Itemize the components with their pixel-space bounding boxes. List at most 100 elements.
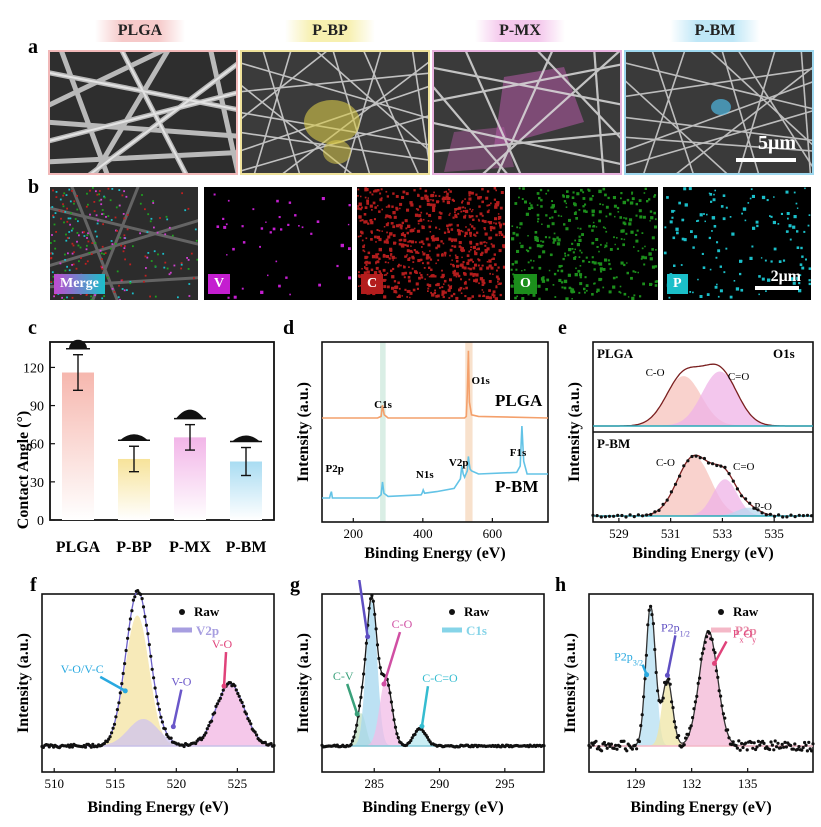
plot-frame	[49, 341, 275, 521]
element-dot	[455, 296, 459, 300]
element-dot	[96, 222, 99, 225]
element-dot	[521, 297, 525, 300]
element-dot	[539, 244, 543, 248]
raw-data-point	[780, 742, 784, 746]
element-dot	[52, 189, 54, 192]
element-dot	[413, 227, 416, 230]
raw-data-point	[157, 707, 161, 712]
element-dot	[549, 217, 551, 220]
element-dot	[399, 202, 403, 206]
element-dot	[460, 292, 463, 294]
element-dot	[689, 291, 692, 293]
element-dot	[375, 255, 379, 259]
element-dot	[477, 196, 481, 200]
raw-data-point	[123, 662, 127, 666]
element-dot	[799, 274, 802, 277]
element-dot	[678, 201, 681, 205]
raw-data-point	[754, 747, 758, 752]
element-dot	[51, 206, 54, 208]
element-dot	[709, 268, 712, 271]
raw-data-point	[785, 515, 789, 519]
element-dot	[448, 214, 451, 216]
element-dot	[644, 187, 647, 190]
element-dot	[455, 276, 458, 278]
element-dot	[447, 284, 450, 287]
raw-data-point	[745, 748, 749, 752]
element-dot	[404, 288, 407, 291]
element-dot	[613, 236, 615, 239]
element-dot	[593, 261, 597, 265]
element-dot	[447, 288, 451, 292]
element-dot	[604, 246, 606, 249]
element-dot	[468, 194, 471, 197]
element-dot	[363, 250, 366, 253]
element-dot	[582, 205, 585, 208]
element-dot	[71, 252, 74, 255]
raw-data-point	[710, 637, 714, 642]
element-dot	[436, 200, 439, 204]
element-dot	[449, 212, 451, 215]
raw-data-point	[253, 730, 257, 734]
element-dot	[379, 198, 383, 202]
raw-data-point	[791, 747, 795, 751]
element-dot	[186, 257, 188, 259]
element-dot	[364, 267, 366, 269]
element-dot	[420, 274, 423, 277]
element-dot	[363, 271, 367, 275]
x-tick-label: 200	[344, 526, 364, 541]
element-dot	[653, 195, 656, 198]
element-dot	[69, 200, 72, 203]
element-dot	[654, 225, 657, 229]
element-dot	[390, 253, 393, 256]
element-dot	[552, 241, 555, 244]
element-dot	[289, 293, 291, 296]
element-dot	[374, 206, 377, 209]
element-dot	[402, 243, 405, 246]
element-dot	[515, 233, 519, 237]
element-dot	[121, 288, 124, 290]
element-dot	[467, 267, 470, 270]
element-dot	[512, 231, 516, 235]
element-dot	[604, 193, 607, 197]
element-dot	[607, 259, 610, 262]
element-dot	[598, 210, 602, 214]
raw-data-point	[630, 747, 634, 751]
element-dot	[542, 276, 545, 279]
element-dot	[450, 239, 454, 243]
element-dot	[742, 207, 747, 211]
element-dot	[432, 206, 436, 210]
element-dot	[529, 202, 531, 205]
peak-label: C-O	[646, 367, 665, 379]
element-dot	[627, 296, 630, 298]
element-dot	[464, 235, 467, 238]
element-dot	[475, 242, 479, 246]
element-dot	[101, 245, 104, 248]
element-dot	[436, 237, 439, 240]
element-dot	[576, 243, 580, 247]
element-dot	[60, 217, 62, 220]
element-dot	[66, 207, 68, 210]
element-dot	[557, 214, 560, 217]
element-dot	[408, 279, 411, 283]
element-dot	[499, 223, 502, 227]
element-dot	[608, 262, 611, 266]
element-dot	[180, 267, 182, 270]
raw-data-point	[632, 515, 636, 519]
element-dot	[527, 261, 530, 264]
raw-data-point	[651, 622, 655, 626]
element-dot	[359, 208, 362, 211]
raw-data-point	[591, 513, 595, 517]
element-dot	[635, 214, 638, 217]
element-dot	[90, 295, 92, 298]
raw-data-point	[355, 723, 359, 727]
element-dot	[588, 224, 591, 228]
element-dot	[194, 228, 197, 231]
fiber	[70, 187, 119, 300]
sem-image-pbm: 5μm	[624, 50, 814, 175]
element-dot	[680, 264, 683, 266]
element-dot	[449, 278, 452, 282]
element-dot	[416, 287, 419, 290]
element-dot	[431, 293, 435, 297]
element-dot	[716, 241, 719, 244]
